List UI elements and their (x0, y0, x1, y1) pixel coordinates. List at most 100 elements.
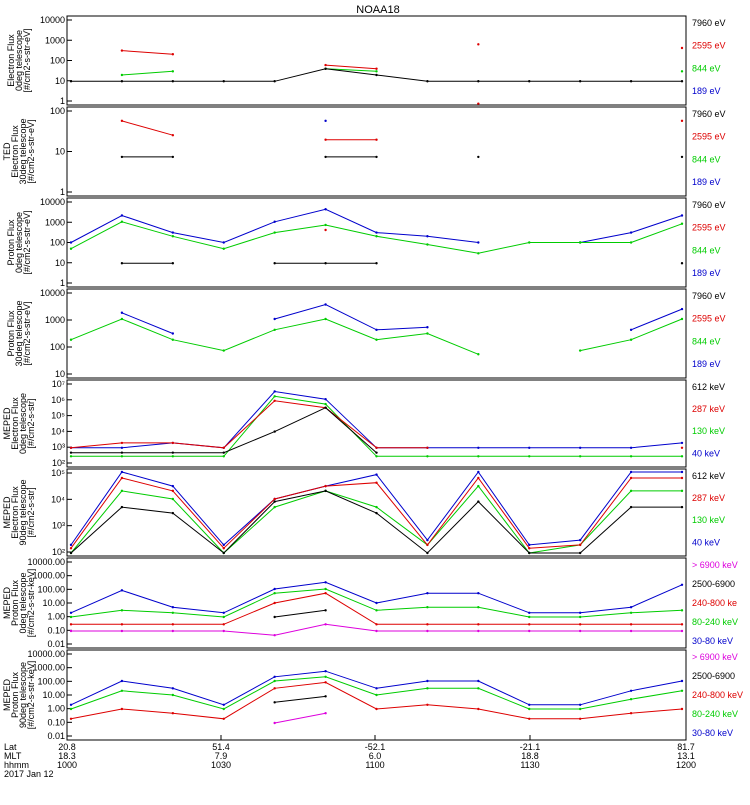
y-axis-label: Electron Flux (10, 397, 20, 450)
data-point (477, 155, 480, 159)
x-tick-lat: -52.1 (365, 742, 386, 752)
data-point (426, 326, 429, 329)
series-line (71, 395, 682, 457)
legend-entry: 2595 eV (692, 41, 726, 51)
y-tick-label: 10⁵ (51, 468, 65, 478)
y-tick-label: 1.00 (47, 704, 65, 714)
series-7960-ev (69, 67, 684, 83)
legend-entry: 7960 eV (692, 200, 726, 210)
series-189-ev (69, 208, 684, 244)
data-point (375, 155, 378, 159)
legend-entry: 2500-6900 (692, 671, 735, 681)
y-axis-label: Proton Flux (6, 219, 16, 266)
y-axis-label: [#/cm2-s-str-keV] (26, 661, 36, 730)
series-line (71, 623, 682, 636)
y-tick-label: 10⁵ (51, 411, 65, 421)
y-axis-label: [#/cm2-s-str-eV] (22, 301, 32, 365)
series-80-240-kev (69, 675, 684, 711)
series-2595-ev (121, 102, 683, 140)
y-axis-label: [#/cm2-s-str-keV] (26, 569, 36, 638)
y-axis-label: [#/cm2-s-str-eV] (22, 210, 32, 274)
series-line (70, 221, 683, 254)
y-tick-label: 1000 (45, 315, 65, 325)
legend-entry: 189 eV (692, 177, 721, 187)
legend-entry: 189 eV (692, 268, 721, 278)
series-287-kev (70, 400, 683, 449)
data-point (120, 49, 124, 52)
legend-entry: 240-800 keV (692, 690, 743, 700)
legend-entry: 130 keV (692, 426, 725, 436)
y-tick-label: 100 (50, 56, 65, 66)
panels-group: 10000 1000 100 10 1 Electron Flux 0deg telesco… (2, 15, 743, 741)
y-tick-label: 10000.00 (27, 649, 65, 659)
y-tick-label: 10² (52, 547, 65, 557)
series-844-ev (69, 220, 684, 255)
legend-entry: 287 keV (692, 493, 725, 503)
series-2595-ev (324, 228, 327, 232)
series-line (70, 477, 682, 549)
data-point (171, 155, 175, 159)
y-axis-label: [#/cm2-s-str-eV] (22, 28, 32, 92)
data-point (120, 155, 124, 159)
y-axis-label: Electron Flux (10, 486, 20, 539)
y-axis-label: 0deg telescope (14, 212, 24, 273)
data-point (120, 262, 124, 265)
series-130-kev (69, 484, 684, 555)
legend-entry: 2595 eV (692, 132, 726, 142)
x-tick-mlt: 13.1 (677, 751, 695, 761)
data-point (171, 53, 175, 56)
legend-entry: 40 keV (692, 448, 720, 458)
legend-entry: 2500-6900 (692, 579, 735, 589)
series-287-kev (69, 476, 684, 550)
series-line (70, 471, 682, 546)
series-line (274, 695, 326, 703)
legend-entry: 844 eV (692, 245, 721, 255)
y-tick-label: 1 (60, 278, 65, 288)
series-line (70, 581, 683, 614)
series-line (70, 681, 683, 720)
x-tick-hhmm: 1030 (211, 760, 231, 770)
series-6900-kev (69, 623, 684, 637)
panel-frame (66, 15, 687, 106)
y-tick-label: 10 (55, 369, 65, 379)
series-189-ev (120, 303, 684, 335)
y-tick-label: 1000 (45, 217, 65, 227)
y-tick-label: 10.00 (42, 598, 65, 608)
y-tick-label: 1 (60, 96, 65, 106)
series-612-kev (69, 406, 378, 454)
legend-entry: > 6900 keV (692, 652, 738, 662)
y-axis-label: 30deg telescope (18, 118, 28, 184)
y-axis-label: Proton Flux (10, 579, 20, 626)
series-line (70, 490, 682, 554)
y-tick-label: 10 (55, 147, 65, 157)
data-point (477, 43, 480, 46)
series-line (71, 592, 682, 625)
data-point (273, 615, 276, 619)
y-axis-label: TED (2, 142, 12, 161)
data-point (680, 155, 684, 159)
y-tick-label: 10.00 (42, 690, 65, 700)
y-tick-label: 100 (50, 238, 65, 248)
y-tick-label: 100.00 (37, 584, 65, 594)
data-point (680, 70, 684, 73)
legend-entry: 7960 eV (692, 109, 726, 119)
legend-entry: 240-800 ke (692, 598, 737, 608)
x-tick-hhmm: 1100 (365, 760, 384, 770)
data-point (375, 262, 378, 265)
series-40-kev (69, 390, 684, 449)
panel-frame (66, 106, 687, 197)
y-tick-label: 10³ (52, 521, 65, 531)
x-tick-mlt: 6.0 (369, 751, 382, 761)
data-point (324, 63, 327, 67)
x-tick-mlt: 7.9 (215, 751, 228, 761)
y-tick-label: 10000 (40, 197, 65, 207)
data-point (324, 155, 327, 159)
x-tick-hhmm: 1200 (676, 760, 696, 770)
y-tick-label: 10⁷ (52, 379, 65, 389)
x-row-label: hhmm (4, 760, 29, 770)
legend-entry: 612 keV (692, 471, 725, 481)
y-tick-label: 1 (60, 187, 65, 197)
